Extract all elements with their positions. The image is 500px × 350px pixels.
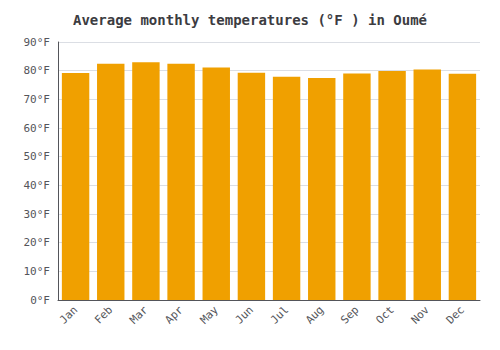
svg-text:Jun: Jun — [233, 303, 256, 326]
svg-text:80°F: 80°F — [24, 64, 51, 77]
svg-text:Apr: Apr — [162, 303, 185, 326]
svg-text:10°F: 10°F — [24, 265, 51, 278]
svg-text:70°F: 70°F — [24, 93, 51, 106]
svg-text:Dec: Dec — [444, 303, 467, 326]
svg-text:0°F: 0°F — [30, 294, 50, 307]
svg-text:90°F: 90°F — [24, 36, 51, 49]
svg-text:50°F: 50°F — [24, 150, 51, 163]
svg-text:Average monthly temperatures (: Average monthly temperatures (°F ) in Ou… — [73, 12, 427, 28]
svg-text:Feb: Feb — [92, 303, 115, 326]
svg-text:Jul: Jul — [268, 303, 291, 326]
svg-text:Oct: Oct — [373, 303, 396, 326]
svg-text:Nov: Nov — [409, 303, 432, 326]
svg-text:20°F: 20°F — [24, 236, 51, 249]
svg-text:Mar: Mar — [127, 303, 150, 326]
svg-text:Jan: Jan — [57, 303, 80, 326]
svg-text:60°F: 60°F — [24, 122, 51, 135]
svg-text:Aug: Aug — [303, 303, 326, 326]
svg-text:40°F: 40°F — [24, 179, 51, 192]
svg-text:Sep: Sep — [338, 303, 361, 326]
svg-text:May: May — [198, 303, 221, 326]
svg-text:30°F: 30°F — [24, 208, 51, 221]
